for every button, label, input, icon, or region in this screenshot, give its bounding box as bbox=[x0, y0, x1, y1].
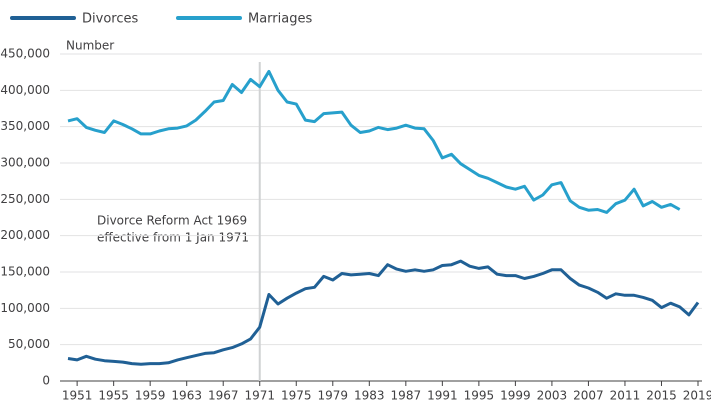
x-tick-label: 1975 bbox=[281, 389, 312, 401]
y-tick-label: 350,000 bbox=[0, 119, 50, 133]
y-axis-label: Number bbox=[66, 39, 114, 53]
x-tick-label: 1979 bbox=[318, 389, 349, 401]
series-line bbox=[67, 69, 681, 214]
legend-label: Divorces bbox=[82, 12, 138, 27]
x-tick-label: 1955 bbox=[98, 389, 129, 401]
x-tick-label: 1999 bbox=[500, 389, 531, 401]
x-tick-label: 1959 bbox=[135, 389, 166, 401]
x-tick-label: 1951 bbox=[62, 389, 93, 401]
y-tick-label: 250,000 bbox=[0, 192, 50, 206]
y-tick-label: 200,000 bbox=[0, 228, 50, 242]
x-tick-label: 2019 bbox=[683, 389, 711, 401]
y-tick-label: 50,000 bbox=[8, 337, 50, 351]
x-tick-label: 1987 bbox=[391, 389, 422, 401]
x-tick-label: 1995 bbox=[464, 389, 495, 401]
x-tick-label: 1983 bbox=[354, 389, 385, 401]
y-tick-label: 0 bbox=[42, 374, 50, 388]
annotation-text: effective from 1 Jan 1971 bbox=[97, 231, 249, 245]
x-tick-label: 2015 bbox=[646, 389, 677, 401]
y-tick-label: 400,000 bbox=[0, 83, 50, 97]
x-tick-label: 2003 bbox=[537, 389, 568, 401]
x-tick-label: 1967 bbox=[208, 389, 239, 401]
x-tick-label: 1971 bbox=[244, 389, 275, 401]
legend-label: Marriages bbox=[248, 12, 312, 27]
y-tick-label: 150,000 bbox=[0, 265, 50, 279]
annotation-text: Divorce Reform Act 1969 bbox=[97, 214, 247, 228]
x-tick-label: 2007 bbox=[573, 389, 604, 401]
y-tick-label: 450,000 bbox=[0, 47, 50, 61]
x-tick-label: 1991 bbox=[427, 389, 458, 401]
x-tick-label: 2011 bbox=[610, 389, 641, 401]
series-line bbox=[67, 259, 700, 366]
y-tick-label: 300,000 bbox=[0, 156, 50, 170]
x-tick-label: 1963 bbox=[171, 389, 202, 401]
y-tick-label: 100,000 bbox=[0, 301, 50, 315]
